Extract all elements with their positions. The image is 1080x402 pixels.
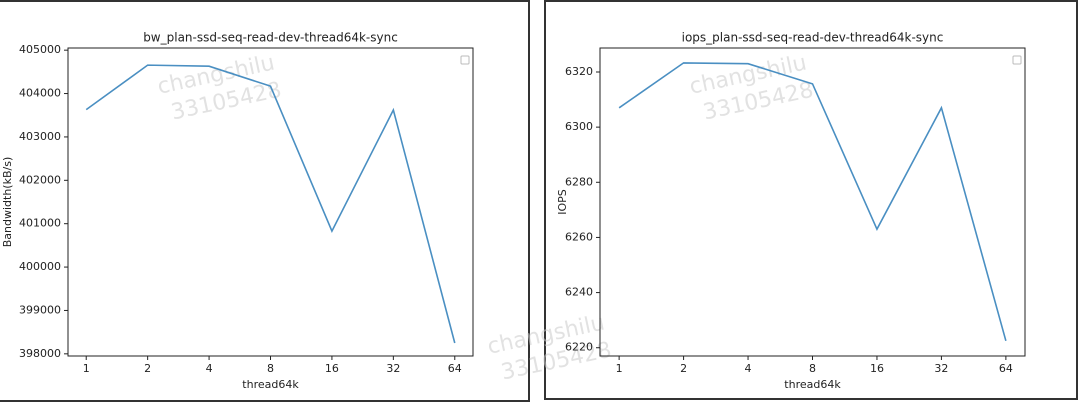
y-tick-label: 399000 (19, 303, 61, 316)
y-axis-label: IOPS (556, 189, 569, 215)
y-tick-label: 404000 (19, 87, 61, 100)
x-tick-label: 4 (206, 362, 213, 375)
y-tick-label: 6220 (565, 341, 593, 354)
x-tick-label: 64 (999, 362, 1013, 375)
y-tick-label: 405000 (19, 43, 61, 56)
y-tick-label: 398000 (19, 347, 61, 360)
x-tick-label: 8 (267, 362, 274, 375)
y-tick-label: 6320 (565, 65, 593, 78)
panel-frame (544, 0, 1078, 400)
x-tick-label: 8 (809, 362, 816, 375)
y-tick-label: 6280 (565, 175, 593, 188)
x-tick-label: 64 (448, 362, 462, 375)
legend-box (460, 55, 470, 65)
x-tick-label: 1 (83, 362, 90, 375)
data-line (85, 64, 456, 344)
x-tick-label: 2 (680, 362, 687, 375)
y-axis-label: Bandwidth(kB/s) (1, 157, 14, 248)
data-line (618, 62, 1007, 342)
chart-title: bw_plan-ssd-seq-read-dev-thread64k-sync (143, 31, 398, 45)
x-tick-label: 32 (934, 362, 948, 375)
y-tick-label: 401000 (19, 217, 61, 230)
y-tick-label: 6260 (565, 230, 593, 243)
x-tick-label: 16 (325, 362, 339, 375)
x-axis-label: thread64k (242, 378, 299, 391)
x-tick-label: 2 (144, 362, 151, 375)
y-tick-label: 402000 (19, 173, 61, 186)
x-tick-label: 1 (616, 362, 623, 375)
x-tick-label: 32 (386, 362, 400, 375)
y-tick-label: 403000 (19, 130, 61, 143)
y-tick-label: 6300 (565, 120, 593, 133)
y-tick-label: 400000 (19, 260, 61, 273)
legend-box (1012, 55, 1022, 65)
x-tick-label: 16 (870, 362, 884, 375)
y-tick-label: 6240 (565, 286, 593, 299)
x-tick-label: 4 (745, 362, 752, 375)
x-axis-label: thread64k (784, 378, 841, 391)
chart-title: iops_plan-ssd-seq-read-dev-thread64k-syn… (682, 31, 944, 45)
panel-frame (0, 0, 530, 402)
